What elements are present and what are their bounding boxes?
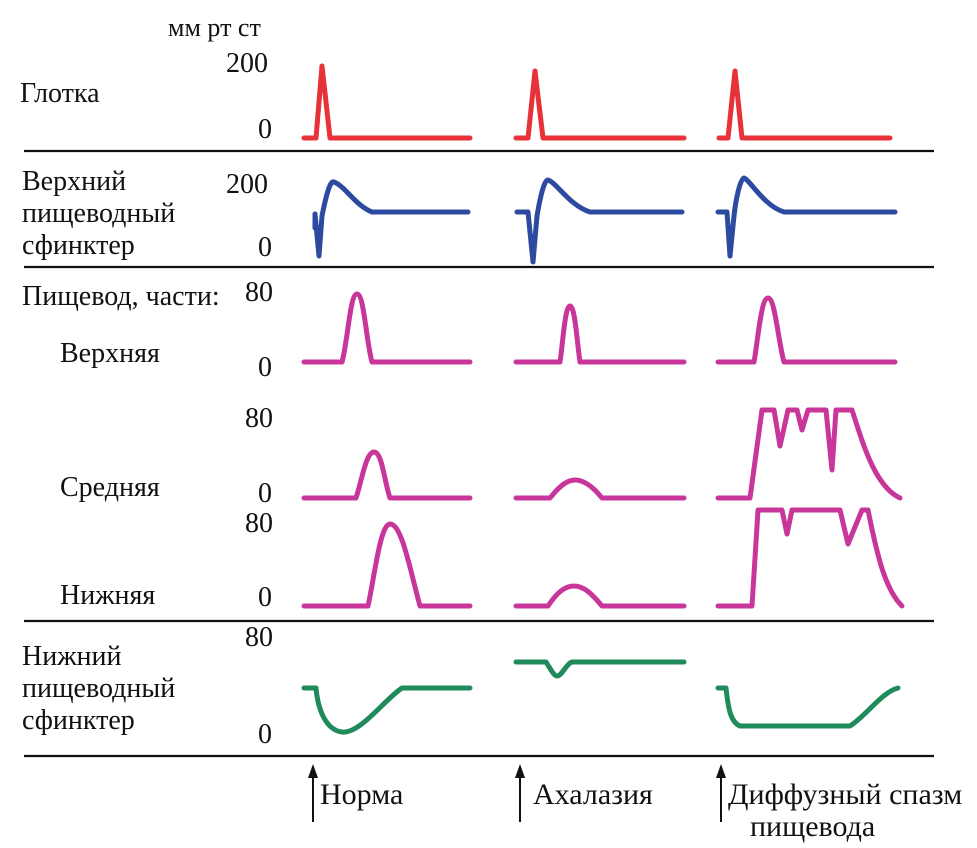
lower-trace-normal xyxy=(301,521,473,609)
condition-spasm-label-line-1: Диффузный спазм xyxy=(728,778,962,811)
unit-label: мм рт ст xyxy=(168,13,261,42)
upper-esophagus-traces xyxy=(301,291,898,365)
pharynx-trace-normal xyxy=(301,63,473,141)
les-traces xyxy=(301,659,901,735)
lower-esophagus-traces xyxy=(301,507,905,609)
upper-trace-achalasia xyxy=(513,303,687,365)
les-scale-top: 80 xyxy=(245,622,273,653)
pharynx-scale-bottom: 0 xyxy=(258,114,272,145)
les-trace-spasm xyxy=(715,685,901,729)
middle-part-label: Средняя xyxy=(60,472,160,503)
ues-scale-top: 200 xyxy=(226,169,268,200)
ues-label-line-2: пищеводный xyxy=(22,198,175,229)
upper-part-label: Верхняя xyxy=(60,338,160,369)
pharynx-label: Глотка xyxy=(20,78,100,109)
upper-scale-top: 80 xyxy=(245,277,273,308)
middle-trace-achalasia xyxy=(513,477,687,501)
ues-trace-spasm xyxy=(715,175,898,259)
pharynx-traces xyxy=(301,63,893,141)
lower-trace-spasm xyxy=(715,507,905,609)
upper-scale-bottom: 0 xyxy=(258,352,272,383)
condition-normal-label: Норма xyxy=(320,778,403,811)
esophagus-header: Пищевод, части: xyxy=(22,281,220,312)
pharynx-scale-top: 200 xyxy=(226,48,268,79)
up-arrow-icon xyxy=(515,764,525,822)
les-label-line-1: Нижний xyxy=(22,641,122,672)
lower-trace-achalasia xyxy=(513,583,687,609)
ues-trace-achalasia xyxy=(514,177,685,265)
middle-trace-normal xyxy=(301,449,473,501)
pharynx-trace-achalasia xyxy=(513,68,687,141)
ues-label-line-1: Верхний xyxy=(22,166,126,197)
upper-trace-spasm xyxy=(715,295,898,365)
up-arrow-icon xyxy=(308,764,318,822)
ues-label-line-3: сфинктер xyxy=(22,230,135,261)
middle-scale-top: 80 xyxy=(245,403,273,434)
lower-scale-bottom: 0 xyxy=(258,582,272,613)
les-label-line-3: сфинктер xyxy=(22,705,135,736)
lower-scale-top: 80 xyxy=(245,508,273,539)
ues-traces xyxy=(312,175,898,265)
middle-scale-bottom: 0 xyxy=(258,478,272,509)
les-trace-normal xyxy=(301,685,473,735)
ues-scale-bottom: 0 xyxy=(258,232,272,263)
les-label-line-2: пищеводный xyxy=(22,673,175,704)
pharynx-trace-spasm xyxy=(716,68,893,141)
condition-spasm-label-line-2: пищевода xyxy=(750,810,875,843)
upper-trace-normal xyxy=(301,291,473,365)
up-arrow-icon xyxy=(716,764,726,822)
les-trace-achalasia xyxy=(513,659,687,679)
lower-part-label: Нижняя xyxy=(60,580,155,611)
les-scale-bottom: 0 xyxy=(258,719,272,750)
middle-trace-spasm xyxy=(715,407,903,501)
middle-esophagus-traces xyxy=(301,407,903,501)
ues-trace-normal xyxy=(312,179,471,259)
condition-achalasia-label: Ахалазия xyxy=(533,778,653,811)
